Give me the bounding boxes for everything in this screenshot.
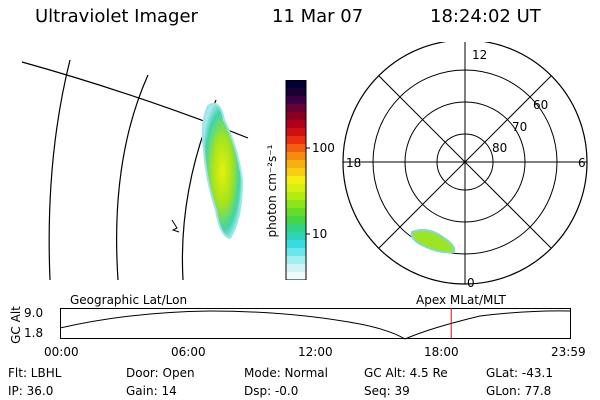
colorbar-swatch bbox=[286, 128, 306, 137]
colorbar-swatch bbox=[286, 272, 306, 280]
status-glat: GLat: -43.1 bbox=[486, 366, 553, 380]
colorbar-swatch bbox=[286, 184, 306, 193]
colorbar-swatch bbox=[286, 240, 306, 249]
status-ip: IP: 36.0 bbox=[8, 384, 54, 398]
colorbar-swatch bbox=[286, 104, 306, 113]
timeline-axis-label: GC Alt bbox=[9, 306, 23, 344]
colorbar bbox=[285, 80, 310, 280]
colorbar-swatch bbox=[286, 176, 306, 185]
colorbar-swatch bbox=[286, 224, 306, 233]
timeline-xtick-2359: 23:59 bbox=[551, 345, 586, 359]
lat-label-70: 70 bbox=[512, 120, 528, 134]
colorbar-swatches bbox=[286, 80, 306, 280]
status-dsp: Dsp: -0.0 bbox=[244, 384, 299, 398]
status-gain: Gain: 14 bbox=[126, 384, 177, 398]
timeline-xtick-1800: 18:00 bbox=[424, 345, 459, 359]
colorbar-swatch bbox=[286, 80, 306, 89]
timeline-ytick-1: 1.8 bbox=[24, 326, 44, 340]
colorbar-swatch bbox=[286, 144, 306, 153]
lat-label-80: 80 bbox=[492, 141, 508, 155]
colorbar-swatch bbox=[286, 96, 306, 105]
colorbar-swatch bbox=[286, 256, 306, 265]
coastline bbox=[171, 219, 180, 233]
colorbar-swatch bbox=[286, 216, 306, 225]
timeline-xtick-0000: 00:00 bbox=[44, 345, 79, 359]
colorbar-swatch bbox=[286, 248, 306, 257]
colorbar-swatch bbox=[286, 160, 306, 169]
colorbar-unit-label: photon cm⁻²s⁻¹ bbox=[265, 144, 279, 238]
mlt-label-6: 6 bbox=[578, 156, 586, 170]
status-glon: GLon: 77.8 bbox=[486, 384, 552, 398]
timeline-ytick-9: 9.0 bbox=[24, 306, 44, 320]
colorbar-swatch bbox=[286, 88, 306, 97]
colorbar-swatch bbox=[286, 232, 306, 241]
timeline-xtick-0600: 06:00 bbox=[171, 345, 206, 359]
status-door: Door: Open bbox=[126, 366, 195, 380]
colorbar-tick-100: 100 bbox=[312, 141, 335, 155]
colorbar-swatch bbox=[286, 112, 306, 121]
header-date: 11 Mar 07 bbox=[272, 6, 364, 27]
mlt-label-12: 12 bbox=[472, 48, 488, 62]
colorbar-swatch bbox=[286, 264, 306, 273]
colorbar-swatch bbox=[286, 136, 306, 145]
colorbar-swatch bbox=[286, 120, 306, 129]
status-gc-alt: GC Alt: 4.5 Re bbox=[364, 366, 448, 380]
timeline-left-caption: Geographic Lat/Lon bbox=[70, 293, 188, 307]
colorbar-swatch bbox=[286, 192, 306, 201]
grid-line bbox=[116, 74, 149, 281]
polar-aurora-emission bbox=[410, 229, 456, 254]
colorbar-swatch bbox=[286, 168, 306, 177]
timeline-xtick-1200: 12:00 bbox=[298, 345, 333, 359]
colorbar-swatch bbox=[286, 208, 306, 217]
colorbar-tick-10: 10 bbox=[312, 227, 328, 241]
status-mode: Mode: Normal bbox=[244, 366, 328, 380]
status-seq: Seq: 39 bbox=[364, 384, 410, 398]
geographic-image-panel bbox=[21, 59, 249, 281]
timeline-plot bbox=[60, 308, 571, 340]
colorbar-swatch bbox=[286, 200, 306, 209]
timeline-right-caption: Apex MLat/MLT bbox=[416, 293, 506, 307]
aurora-emission bbox=[201, 102, 244, 240]
status-flt: Flt: LBHL bbox=[8, 366, 62, 380]
altitude-curve bbox=[60, 310, 571, 340]
mlt-label-0: 0 bbox=[467, 276, 475, 290]
grid-line bbox=[48, 59, 71, 281]
polar-plot bbox=[342, 42, 588, 285]
colorbar-swatch bbox=[286, 152, 306, 161]
lat-label-60: 60 bbox=[533, 98, 549, 112]
header-time: 18:24:02 UT bbox=[430, 6, 541, 27]
mlt-label-18: 18 bbox=[346, 156, 362, 170]
app-title: Ultraviolet Imager bbox=[35, 6, 198, 27]
